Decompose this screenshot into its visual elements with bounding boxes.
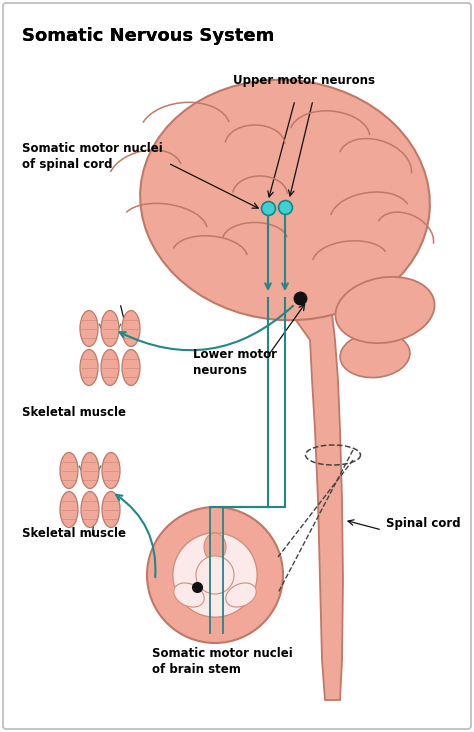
- Text: Somatic Nervous System: Somatic Nervous System: [22, 27, 274, 45]
- Circle shape: [173, 533, 257, 617]
- Ellipse shape: [336, 277, 435, 343]
- FancyBboxPatch shape: [3, 3, 471, 729]
- Ellipse shape: [122, 349, 140, 386]
- Text: Spinal cord: Spinal cord: [386, 518, 461, 531]
- Ellipse shape: [102, 452, 120, 488]
- Ellipse shape: [80, 349, 98, 386]
- Ellipse shape: [102, 491, 120, 528]
- Text: Upper motor neurons: Upper motor neurons: [233, 74, 375, 87]
- Text: Lower motor
neurons: Lower motor neurons: [193, 348, 277, 377]
- Ellipse shape: [204, 533, 226, 561]
- Text: Skeletal muscle: Skeletal muscle: [22, 406, 126, 419]
- Text: Skeletal muscle: Skeletal muscle: [22, 527, 126, 540]
- Circle shape: [147, 507, 283, 643]
- Ellipse shape: [81, 452, 99, 488]
- Text: Somatic motor nuclei
of spinal cord: Somatic motor nuclei of spinal cord: [22, 142, 163, 171]
- Ellipse shape: [101, 310, 119, 346]
- Ellipse shape: [101, 349, 119, 386]
- Text: Somatic Nervous System: Somatic Nervous System: [22, 27, 274, 45]
- Ellipse shape: [81, 491, 99, 528]
- Ellipse shape: [140, 80, 430, 320]
- Ellipse shape: [80, 310, 98, 346]
- Ellipse shape: [122, 310, 140, 346]
- Ellipse shape: [174, 583, 204, 607]
- Polygon shape: [278, 295, 343, 700]
- Text: Somatic motor nuclei
of brain stem: Somatic motor nuclei of brain stem: [152, 647, 293, 676]
- Ellipse shape: [226, 583, 256, 607]
- Ellipse shape: [340, 332, 410, 378]
- Ellipse shape: [60, 452, 78, 488]
- Ellipse shape: [60, 491, 78, 528]
- Circle shape: [196, 556, 234, 594]
